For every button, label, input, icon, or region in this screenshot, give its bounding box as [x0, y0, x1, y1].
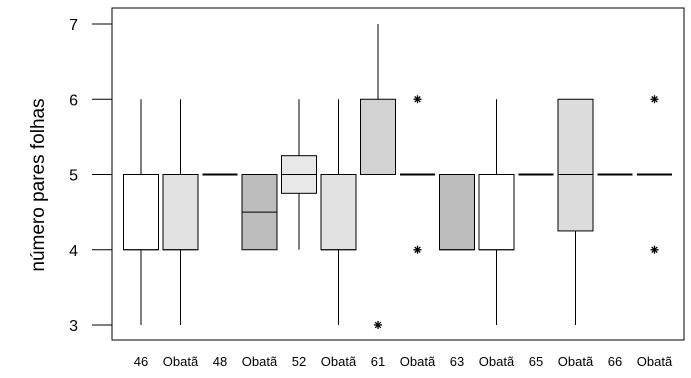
outlier-point: [650, 95, 659, 104]
box-rect: [557, 98, 594, 232]
box-4: [241, 174, 278, 251]
outlier-point: [374, 321, 382, 329]
x-tick-label: 63: [450, 354, 464, 369]
x-tick-label: 65: [529, 354, 543, 369]
y-tick-label: 5: [69, 168, 78, 185]
x-tick-label: 48: [213, 354, 227, 369]
x-tick-label: Obatã: [637, 354, 673, 369]
outlier-point: [650, 245, 659, 254]
x-tick-label: Obatã: [479, 354, 515, 369]
box-10: [478, 99, 515, 325]
x-tick-label: 66: [608, 354, 622, 369]
y-axis-label: número pares folhas: [28, 98, 49, 271]
box-rect: [478, 174, 515, 251]
box-2: [162, 99, 199, 325]
outlier-stroke: [651, 95, 658, 103]
box-5: [281, 99, 317, 250]
y-tick-label: 3: [69, 318, 78, 335]
box-9: [439, 174, 475, 251]
box-14: [637, 95, 672, 254]
box-8: [400, 95, 435, 254]
box-rect: [162, 174, 199, 251]
x-tick-label: Obatã: [163, 354, 199, 369]
x-tick-label: 61: [371, 354, 385, 369]
x-tick-label: Obatã: [321, 354, 357, 369]
x-tick-label: Obatã: [400, 354, 436, 369]
x-tick-label: 52: [292, 354, 306, 369]
outlier-stroke: [374, 321, 382, 329]
box-rect: [123, 174, 159, 251]
y-axis: 3 4 5 6 7: [69, 17, 112, 335]
box-12: [557, 98, 594, 325]
x-tick-label: Obatã: [242, 354, 278, 369]
outlier-stroke: [414, 95, 421, 103]
box-6: [320, 99, 357, 325]
y-tick-label: 4: [69, 243, 78, 260]
box-1: [123, 99, 159, 325]
box-rect: [320, 174, 357, 251]
box-rect: [439, 174, 475, 251]
box-7: [360, 24, 396, 329]
y-tick-label: 6: [69, 92, 78, 109]
outlier-point: [413, 95, 422, 104]
outlier-stroke: [651, 246, 658, 254]
boxes-group: [123, 24, 672, 329]
x-tick-label: 46: [134, 354, 148, 369]
box-rect: [360, 98, 396, 175]
outlier-stroke: [414, 246, 421, 254]
outlier-point: [413, 245, 422, 254]
x-tick-label: Obatã: [558, 354, 594, 369]
y-tick-label: 7: [69, 17, 78, 34]
x-axis: 46 Obatã 48 Obatã 52 Obatã 61 Obatã 63 Obatã 65 Oba…: [134, 354, 673, 369]
